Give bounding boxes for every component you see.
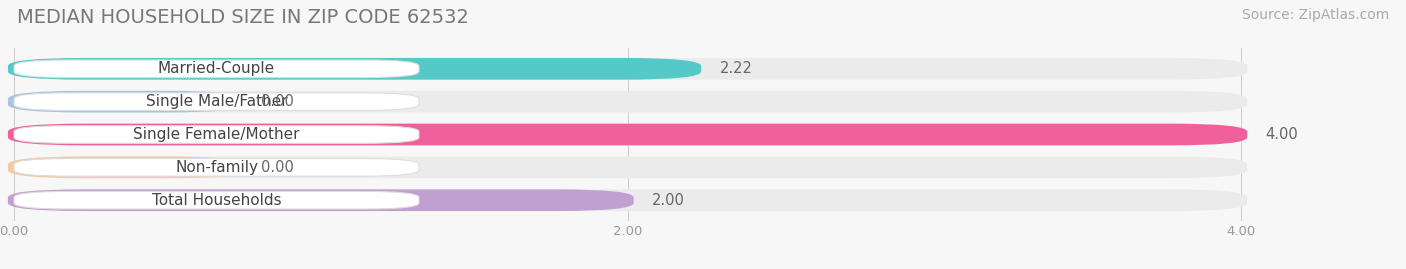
Text: 0.00: 0.00 bbox=[262, 160, 294, 175]
Text: Single Female/Mother: Single Female/Mother bbox=[134, 127, 299, 142]
Text: Total Households: Total Households bbox=[152, 193, 281, 208]
FancyBboxPatch shape bbox=[8, 189, 1247, 211]
Text: 0.00: 0.00 bbox=[262, 94, 294, 109]
Text: 2.00: 2.00 bbox=[652, 193, 685, 208]
FancyBboxPatch shape bbox=[8, 157, 1247, 178]
FancyBboxPatch shape bbox=[8, 157, 243, 178]
FancyBboxPatch shape bbox=[14, 126, 419, 143]
Text: Source: ZipAtlas.com: Source: ZipAtlas.com bbox=[1241, 8, 1389, 22]
Text: 2.22: 2.22 bbox=[720, 61, 752, 76]
FancyBboxPatch shape bbox=[8, 124, 1247, 145]
FancyBboxPatch shape bbox=[8, 124, 1247, 145]
FancyBboxPatch shape bbox=[14, 158, 419, 176]
FancyBboxPatch shape bbox=[8, 91, 1247, 112]
FancyBboxPatch shape bbox=[8, 189, 634, 211]
Text: MEDIAN HOUSEHOLD SIZE IN ZIP CODE 62532: MEDIAN HOUSEHOLD SIZE IN ZIP CODE 62532 bbox=[17, 8, 468, 27]
Text: Single Male/Father: Single Male/Father bbox=[146, 94, 287, 109]
FancyBboxPatch shape bbox=[14, 60, 419, 77]
FancyBboxPatch shape bbox=[8, 91, 243, 112]
Text: Married-Couple: Married-Couple bbox=[157, 61, 276, 76]
Text: 4.00: 4.00 bbox=[1265, 127, 1298, 142]
FancyBboxPatch shape bbox=[14, 93, 419, 111]
FancyBboxPatch shape bbox=[8, 58, 1247, 80]
Text: Non-family: Non-family bbox=[174, 160, 259, 175]
FancyBboxPatch shape bbox=[14, 192, 419, 209]
FancyBboxPatch shape bbox=[8, 58, 702, 80]
